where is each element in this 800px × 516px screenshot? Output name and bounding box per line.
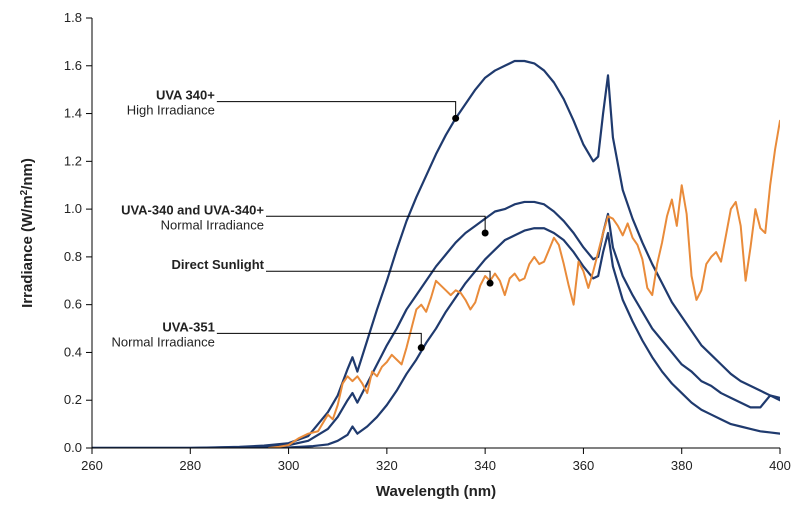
callout-label-c_uva351: UVA-351Normal Irradiance [112, 319, 215, 349]
callout-dot [482, 230, 489, 237]
x-tick: 400 [769, 448, 791, 473]
y-tick: 0.2 [64, 392, 92, 407]
callout-leader [217, 102, 456, 119]
x-tick: 320 [376, 448, 398, 473]
y-tick-label: 0.4 [64, 344, 82, 359]
callout-line1: UVA-340 and UVA-340+ [121, 202, 264, 217]
x-tick: 380 [671, 448, 693, 473]
x-tick-label: 380 [671, 458, 693, 473]
x-tick-label: 260 [81, 458, 103, 473]
callouts-group: UVA 340+High Irradiance UVA-340 and UVA-3… [112, 88, 494, 352]
callout-line2: Normal Irradiance [161, 217, 264, 232]
y-tick: 1.2 [64, 153, 92, 168]
x-tick: 280 [179, 448, 201, 473]
y-tick-label: 0.0 [64, 440, 82, 455]
callout-label-c_uva340_normal: UVA-340 and UVA-340+Normal Irradiance [121, 202, 264, 232]
x-tick: 360 [573, 448, 595, 473]
y-tick-label: 1.6 [64, 58, 82, 73]
callout-dot [487, 280, 494, 287]
y-tick: 0.6 [64, 297, 92, 312]
x-tick: 300 [278, 448, 300, 473]
y-tick: 0.8 [64, 249, 92, 264]
y-tick: 1.8 [64, 10, 92, 25]
series-group [92, 61, 780, 448]
callout-line2: High Irradiance [127, 103, 215, 118]
y-tick-label: 1.8 [64, 10, 82, 25]
series-uva340plus_high [92, 61, 780, 448]
x-tick-label: 360 [573, 458, 595, 473]
y-tick-label: 0.6 [64, 297, 82, 312]
callout-line1: UVA 340+ [156, 88, 215, 103]
chart-svg: 260 280 300 320 340 360 380 400 0.0 0.2 0.4 0.6 0.8 1… [0, 0, 800, 516]
y-tick-label: 1.0 [64, 201, 82, 216]
x-tick-label: 320 [376, 458, 398, 473]
y-tick-label: 0.8 [64, 249, 82, 264]
x-tick-label: 300 [278, 458, 300, 473]
axes-group: 260 280 300 320 340 360 380 400 0.0 0.2 0.4 0.6 0.8 1… [64, 10, 791, 473]
x-tick-label: 340 [474, 458, 496, 473]
callout-leader [266, 271, 490, 283]
callout-label-c_uva340plus: UVA 340+High Irradiance [127, 88, 216, 118]
chart-container: 260 280 300 320 340 360 380 400 0.0 0.2 0.4 0.6 0.8 1… [0, 0, 800, 516]
callout-dot [452, 115, 459, 122]
y-tick-label: 1.4 [64, 106, 82, 121]
x-tick-label: 280 [179, 458, 201, 473]
callout-line1: Direct Sunlight [172, 257, 265, 272]
y-tick: 1.6 [64, 58, 92, 73]
y-axis-label: Irradiance (W/m2/nm) [19, 158, 37, 308]
y-tick: 1.4 [64, 106, 92, 121]
y-tick: 0.0 [64, 440, 92, 455]
y-tick-label: 0.2 [64, 392, 82, 407]
series-direct_sunlight [269, 121, 780, 448]
callout-dot [418, 344, 425, 351]
y-tick: 1.0 [64, 201, 92, 216]
y-tick: 0.4 [64, 344, 92, 359]
y-tick-label: 1.2 [64, 153, 82, 168]
callout-line1: UVA-351 [162, 319, 215, 334]
x-tick: 340 [474, 448, 496, 473]
x-tick-label: 400 [769, 458, 791, 473]
callout-label-c_direct_sunlight: Direct Sunlight [172, 257, 265, 272]
x-tick: 260 [81, 448, 103, 473]
callout-leader [266, 216, 485, 233]
x-axis-label: Wavelength (nm) [376, 483, 496, 500]
callout-line2: Normal Irradiance [112, 334, 215, 349]
